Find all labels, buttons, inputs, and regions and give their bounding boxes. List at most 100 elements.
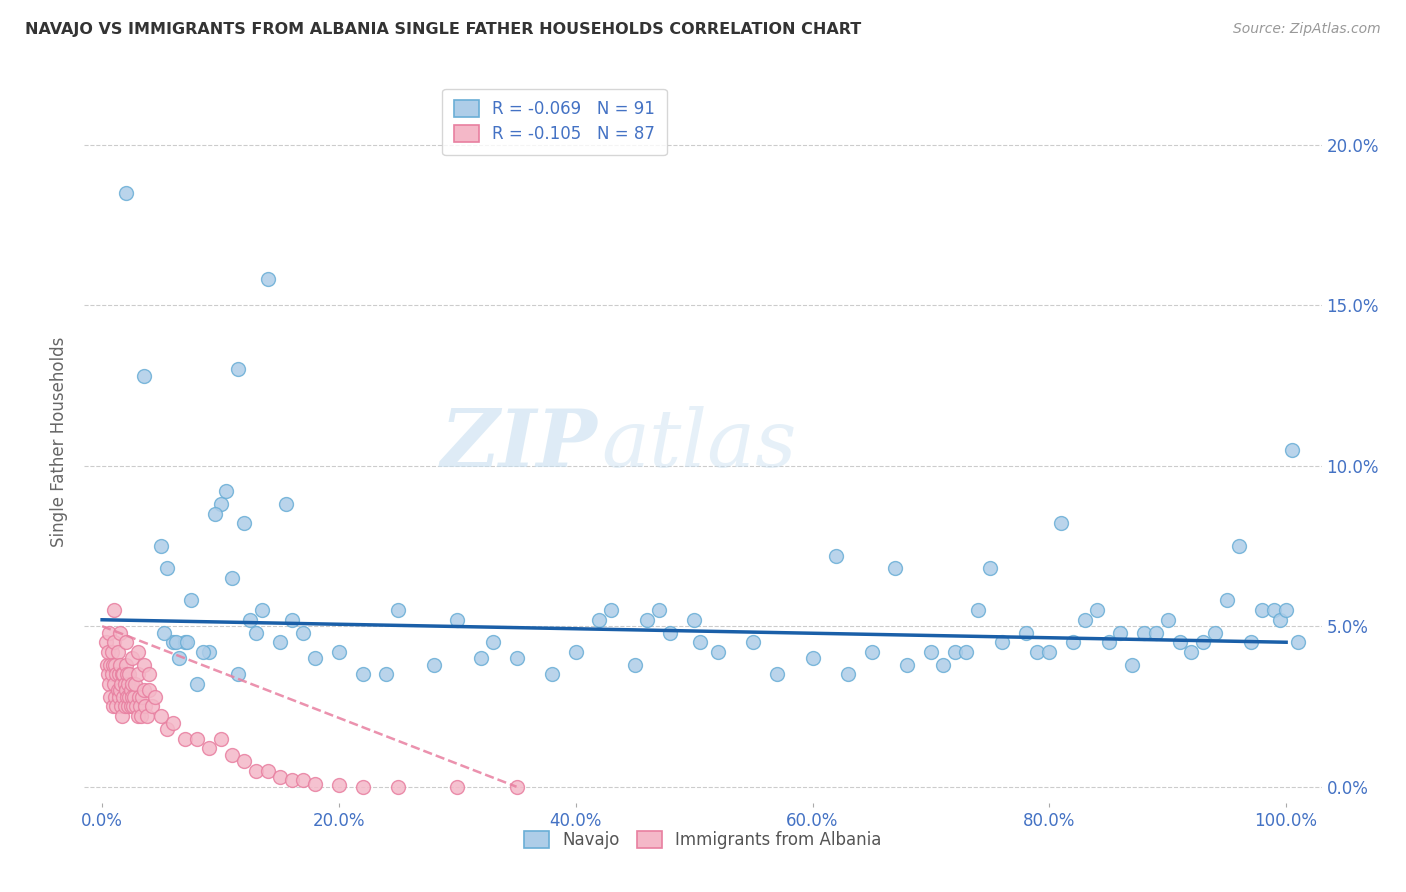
Point [600,603,623,617]
Point [707,645,730,659]
Point [292,773,315,788]
Point [105,699,128,714]
Point [120,683,142,698]
Point [636,613,658,627]
Point [108,657,131,672]
Point [1050,516,1073,531]
Point [107,645,129,659]
Point [103,635,125,649]
Point [1026,645,1049,659]
Point [107,690,129,704]
Point [101,699,124,714]
Point [1286,635,1309,649]
Point [115,667,138,681]
Point [280,613,302,627]
Text: atlas: atlas [602,407,797,483]
Point [932,657,955,672]
Point [132,368,155,383]
Point [138,667,160,681]
Point [127,667,149,681]
Point [97,667,120,681]
Point [156,561,179,575]
Point [1180,645,1202,659]
Point [1270,613,1292,627]
Point [1074,613,1097,627]
Point [118,690,141,704]
Point [114,186,136,200]
Point [197,645,219,659]
Point [1204,625,1226,640]
Point [108,625,131,640]
Point [505,651,527,665]
Point [186,731,208,746]
Point [117,677,139,691]
Point [689,635,711,649]
Point [121,651,143,665]
Point [125,699,148,714]
Point [132,657,155,672]
Point [387,603,409,617]
Point [801,651,824,665]
Point [269,770,291,784]
Point [131,690,153,704]
Point [588,613,610,627]
Point [328,645,350,659]
Point [1144,625,1167,640]
Point [1275,603,1298,617]
Point [280,773,302,788]
Point [422,657,444,672]
Point [352,780,374,794]
Point [304,776,326,790]
Point [920,645,942,659]
Point [121,690,143,704]
Point [156,722,179,736]
Point [221,571,243,585]
Point [122,690,145,704]
Point [742,635,765,649]
Point [150,539,173,553]
Point [209,497,232,511]
Point [221,747,243,762]
Point [141,699,163,714]
Point [136,709,159,723]
Point [152,625,174,640]
Point [860,645,883,659]
Text: ZIP: ZIP [441,407,598,483]
Point [186,677,208,691]
Point [1109,625,1132,640]
Point [197,741,219,756]
Point [127,709,149,723]
Point [1263,603,1285,617]
Point [98,677,121,691]
Point [1157,613,1180,627]
Point [174,635,197,649]
Point [167,651,190,665]
Point [110,677,132,691]
Point [233,516,256,531]
Point [328,778,350,792]
Point [226,362,249,376]
Point [103,677,125,691]
Point [180,593,202,607]
Point [1281,442,1303,457]
Point [108,683,131,698]
Point [1168,635,1191,649]
Point [1062,635,1084,649]
Point [955,645,977,659]
Point [683,613,706,627]
Point [100,657,122,672]
Point [226,667,249,681]
Point [482,635,505,649]
Point [111,667,134,681]
Point [191,645,214,659]
Point [215,484,238,499]
Point [304,651,326,665]
Point [100,645,122,659]
Point [114,657,136,672]
Point [1121,657,1143,672]
Point [120,699,142,714]
Point [165,635,187,649]
Point [118,667,141,681]
Point [564,645,586,659]
Point [114,699,136,714]
